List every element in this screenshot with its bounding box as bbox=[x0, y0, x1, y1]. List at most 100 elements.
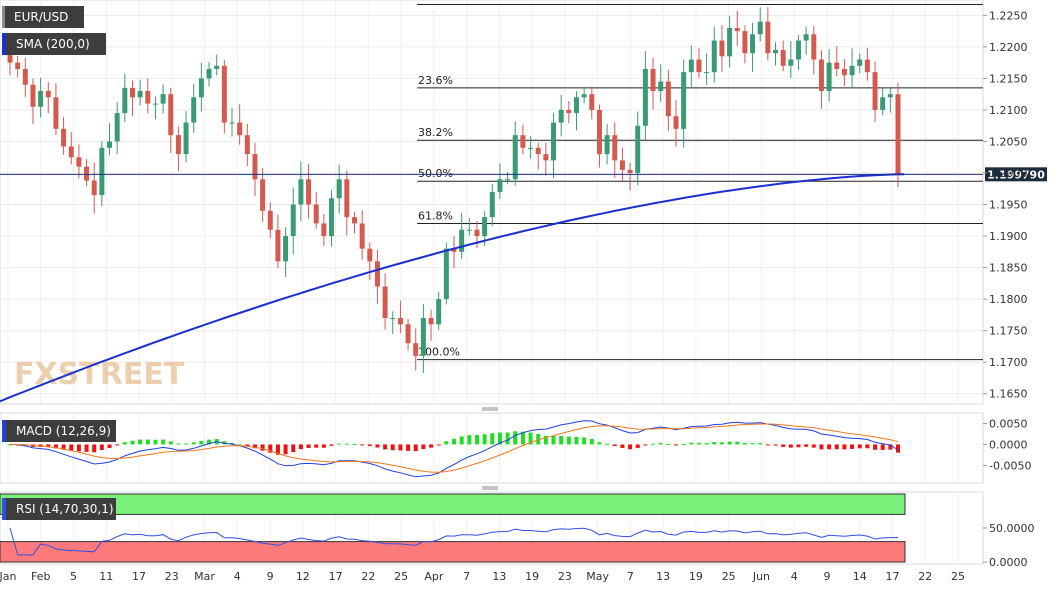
candle-body bbox=[107, 141, 113, 148]
candle-body bbox=[826, 62, 832, 92]
time-tick-label: Apr bbox=[424, 570, 444, 583]
macd-histogram-bar bbox=[352, 443, 357, 445]
time-tick-label: 23 bbox=[558, 570, 572, 583]
macd-histogram-bar bbox=[689, 442, 694, 445]
fibonacci-levels: 23.6% 38.2% 50.0% 61.8% 100.0% bbox=[417, 4, 983, 361]
time-tick-label: 19 bbox=[525, 570, 539, 583]
candle-body bbox=[405, 324, 411, 344]
price-tick-label: 1.1800 bbox=[989, 293, 1028, 306]
macd-legend[interactable]: MACD (12,26,9) bbox=[2, 420, 116, 442]
rsi-tick-label: 0.0000 bbox=[989, 556, 1028, 569]
candle-body bbox=[734, 27, 740, 32]
macd-histogram-bar bbox=[765, 444, 770, 446]
candle-body bbox=[581, 94, 587, 98]
time-tick-label: Jun bbox=[752, 570, 770, 583]
candle-body bbox=[673, 116, 679, 129]
price-axis: 1.2250 1.2200 1.2150 1.2100 1.2050 1.2000 1.19… bbox=[983, 9, 1028, 401]
candle-body bbox=[711, 40, 717, 73]
macd-histogram-bar bbox=[551, 435, 556, 445]
rsi-legend[interactable]: RSI (14,70,30,1) bbox=[2, 498, 116, 520]
candle-body bbox=[719, 40, 725, 57]
symbol-label: EUR/USD bbox=[14, 10, 68, 24]
candle-body bbox=[558, 109, 564, 123]
macd-tick-label: 0.0000 bbox=[989, 438, 1028, 451]
price-tick-label: 1.1700 bbox=[989, 356, 1028, 369]
rsi-resize-handle[interactable] bbox=[482, 486, 498, 490]
candle-body bbox=[520, 135, 526, 148]
symbol-legend[interactable]: EUR/USD bbox=[2, 6, 84, 28]
candle-body bbox=[7, 55, 13, 63]
candle-body bbox=[68, 146, 74, 158]
time-tick-label: Mar bbox=[194, 570, 215, 583]
macd-histogram-bar bbox=[245, 444, 250, 447]
macd-histogram-bar bbox=[513, 431, 518, 445]
candle-body bbox=[22, 68, 28, 85]
candle-body bbox=[658, 81, 664, 92]
macd-histogram-bar bbox=[735, 441, 740, 445]
macd-histogram-bar bbox=[850, 444, 855, 449]
candle-body bbox=[367, 248, 373, 262]
macd-histogram-bar bbox=[857, 444, 862, 449]
macd-histogram-bar bbox=[758, 443, 763, 445]
candle-body bbox=[436, 299, 442, 325]
candle-body bbox=[512, 135, 518, 180]
rsi-label: RSI (14,70,30,1) bbox=[16, 502, 114, 516]
current-price-label: 1.199790 bbox=[987, 168, 1045, 181]
macd-line bbox=[9, 420, 899, 478]
candle-body bbox=[30, 84, 36, 107]
time-tick-label: 17 bbox=[885, 570, 899, 583]
macd-histogram-bar bbox=[84, 444, 89, 452]
candle-body bbox=[864, 59, 870, 73]
macd-histogram-bar bbox=[536, 434, 541, 445]
sma-legend[interactable]: SMA (200,0) bbox=[2, 33, 106, 55]
candle-body bbox=[573, 97, 579, 114]
candle-body bbox=[742, 31, 748, 54]
macd-tick-label: -0.0050 bbox=[989, 459, 1031, 472]
candle-body bbox=[374, 261, 380, 287]
macd-histogram-bar bbox=[298, 444, 303, 450]
macd-histogram-bar bbox=[727, 441, 732, 445]
candle-body bbox=[214, 65, 220, 69]
macd-histogram-bar bbox=[827, 444, 832, 450]
price-tick-label: 1.1650 bbox=[989, 388, 1028, 401]
candle-body bbox=[206, 68, 212, 79]
macd-resize-handle[interactable] bbox=[482, 407, 498, 411]
candle-body bbox=[390, 318, 396, 320]
candle-body bbox=[619, 160, 625, 170]
macd-histogram-bar bbox=[482, 434, 487, 445]
macd-histogram-bar bbox=[69, 444, 74, 451]
candle-body bbox=[76, 157, 82, 167]
candle-body bbox=[596, 109, 602, 155]
candle-body bbox=[543, 154, 549, 161]
macd-histogram-bar bbox=[658, 442, 663, 445]
macd-histogram-bar bbox=[750, 443, 755, 445]
macd-histogram-bar bbox=[421, 444, 426, 450]
price-tick-label: 1.1850 bbox=[989, 262, 1028, 275]
macd-histogram-bar bbox=[306, 444, 311, 448]
price-tick-label: 1.1950 bbox=[989, 199, 1028, 212]
macd-histogram-bar bbox=[582, 437, 587, 445]
time-tick-label: 7 bbox=[627, 570, 634, 583]
macd-histogram-bar bbox=[260, 444, 265, 451]
candle-body bbox=[665, 81, 671, 117]
macd-histogram-bar bbox=[635, 444, 640, 448]
macd-histogram-bar bbox=[176, 443, 181, 445]
candle-body bbox=[351, 217, 357, 224]
candle-body bbox=[880, 97, 886, 110]
rsi-overbought-zone bbox=[0, 493, 906, 515]
macd-histogram-bar bbox=[474, 434, 479, 445]
candle-body bbox=[459, 229, 465, 252]
fibonacci-label: 23.6% bbox=[418, 74, 453, 87]
candle-body bbox=[528, 147, 534, 149]
candle-body bbox=[99, 147, 105, 196]
macd-histogram-bar bbox=[321, 444, 326, 448]
time-tick-label: 25 bbox=[394, 570, 408, 583]
candle-body bbox=[329, 198, 335, 237]
time-tick-label: 23 bbox=[165, 570, 179, 583]
time-tick-label: 12 bbox=[296, 570, 310, 583]
macd-histogram-bar bbox=[92, 444, 97, 453]
macd-histogram-bar bbox=[605, 443, 610, 445]
candle-body bbox=[535, 147, 541, 155]
candle-body bbox=[336, 179, 342, 199]
